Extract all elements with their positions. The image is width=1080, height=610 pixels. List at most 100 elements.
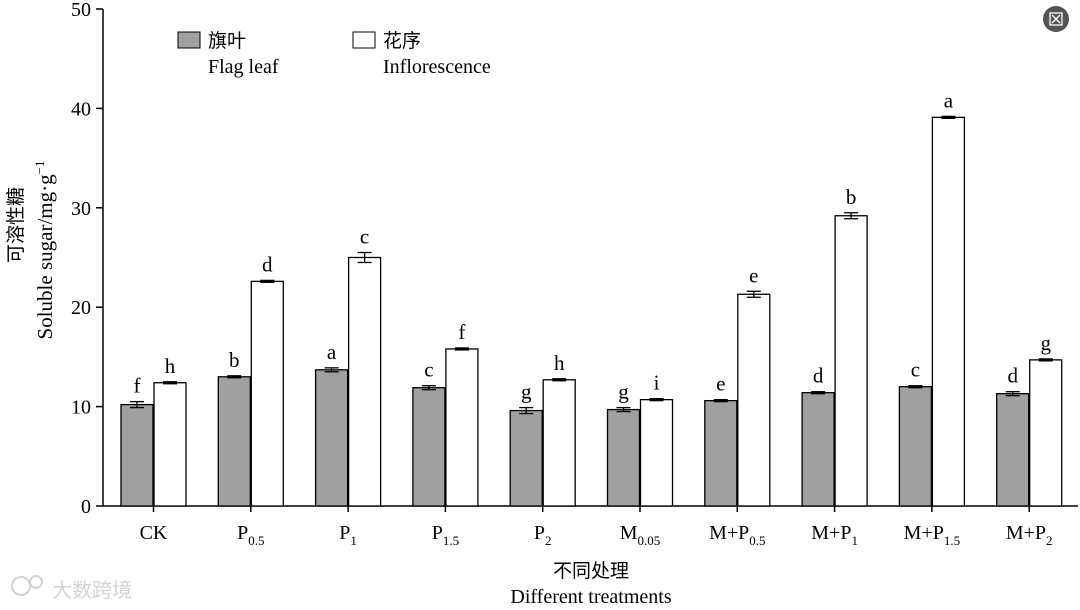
y-tick-label: 0 xyxy=(81,496,91,518)
x-tick-label: M+P1.5 xyxy=(904,522,960,548)
legend-swatch-flag-leaf xyxy=(177,31,201,49)
significance-label: e xyxy=(716,372,725,396)
legend-label-inflorescence-zh: 花序 xyxy=(383,30,421,52)
x-ticks: CK P0.5 P1 P1.5 P2 M0.05 M+P0.5 M+P1 M+P1.5 M+P2 xyxy=(140,506,1053,548)
x-tick-label-subscript: 1 xyxy=(851,533,858,548)
bar xyxy=(801,392,835,507)
bar xyxy=(704,399,738,507)
significance-label: d xyxy=(262,252,273,276)
significance-label: f xyxy=(134,374,141,398)
x-tick-label-base: M+P xyxy=(1006,522,1046,544)
y-axis-label-zh: 可溶性糖 xyxy=(5,187,27,263)
x-tick-label-subscript: 2 xyxy=(545,533,552,548)
x-tick-label: P0.5 xyxy=(237,522,264,548)
y-ticks: 0 10 20 30 40 50 xyxy=(71,0,103,518)
watermark-logo-icon xyxy=(11,576,31,596)
y-tick-label: 20 xyxy=(71,297,91,319)
legend: 旗叶 Flag leaf 花序 Inflorescence xyxy=(177,30,491,78)
significance-label: h xyxy=(165,354,176,378)
significance-label: f xyxy=(458,320,465,344)
x-tick-label-subscript: 1.5 xyxy=(443,533,459,548)
x-axis-label-en: Different treatments xyxy=(510,586,671,608)
bar xyxy=(931,116,966,507)
y-axis-label-en-superscript: −1 xyxy=(32,161,47,175)
legend-label-flag-leaf-en: Flag leaf xyxy=(208,56,279,78)
bar xyxy=(737,293,771,507)
significance-label: i xyxy=(654,371,660,395)
x-tick-label-base: M+P xyxy=(904,522,944,544)
watermark: 大数跨境 xyxy=(11,575,132,602)
x-tick-label-subscript: 1 xyxy=(350,533,357,548)
x-tick-label-base: P xyxy=(432,522,443,544)
x-tick-label: CK xyxy=(140,522,168,544)
significance-label: a xyxy=(327,340,337,364)
x-tick-label-base: CK xyxy=(140,522,168,544)
x-tick-label-subscript: 2 xyxy=(1046,533,1053,548)
significance-label: a xyxy=(944,88,954,112)
x-tick-label-base: P xyxy=(534,522,545,544)
x-tick-label: P1 xyxy=(339,522,357,548)
significance-label: g xyxy=(618,380,629,404)
bar xyxy=(639,398,674,507)
y-axis-label-en-text: Soluble sugar/mg·g xyxy=(33,174,57,340)
watermark-text: 大数跨境 xyxy=(52,578,132,602)
bar xyxy=(445,348,479,507)
significance-label: c xyxy=(911,358,920,382)
y-tick-label: 30 xyxy=(71,198,91,220)
x-tick-label: M+P2 xyxy=(1006,522,1053,548)
close-button[interactable] xyxy=(1043,6,1069,32)
y-axis-label-en: Soluble sugar/mg·g−1 xyxy=(32,161,57,340)
bar xyxy=(542,379,576,507)
x-tick-label: M+P1 xyxy=(811,522,858,548)
bar xyxy=(314,369,349,507)
significance-label: d xyxy=(1007,364,1018,388)
x-tick-label-subscript: 0.5 xyxy=(248,533,264,548)
significance-label: b xyxy=(229,348,240,372)
x-tick-label: M+P0.5 xyxy=(709,522,765,548)
bar xyxy=(1029,359,1063,507)
x-tick-label-base: M xyxy=(620,522,638,544)
bar xyxy=(217,376,251,507)
close-icon-stroke-b[interactable] xyxy=(1051,14,1061,24)
bar xyxy=(347,256,382,507)
bar xyxy=(996,393,1030,507)
x-tick-label-base: P xyxy=(237,522,248,544)
x-tick-label: P2 xyxy=(534,522,552,548)
y-tick-label: 50 xyxy=(71,0,91,21)
x-tick-label-subscript: 0.05 xyxy=(638,533,661,548)
x-tick-label-subscript: 0.5 xyxy=(749,533,765,548)
legend-label-flag-leaf-zh: 旗叶 xyxy=(208,30,246,52)
bar xyxy=(120,403,154,507)
legend-label-inflorescence-en: Inflorescence xyxy=(383,56,491,78)
x-tick-label-base: M+P xyxy=(811,522,851,544)
significance-label: g xyxy=(521,380,532,404)
significance-label: b xyxy=(846,185,857,209)
x-tick-label: P1.5 xyxy=(432,522,459,548)
watermark-logo-dot-icon xyxy=(29,575,43,589)
x-tick-label-base: M+P xyxy=(709,522,749,544)
significance-label: d xyxy=(813,364,824,388)
significance-label: e xyxy=(749,263,758,287)
x-tick-label-base: P xyxy=(339,522,350,544)
x-tick-label: M0.05 xyxy=(620,522,661,548)
y-tick-label: 40 xyxy=(71,98,91,120)
significance-label: g xyxy=(1040,331,1051,355)
bar xyxy=(153,382,187,507)
bar xyxy=(250,280,284,507)
bar xyxy=(412,387,446,507)
bar xyxy=(898,386,933,507)
x-tick-label-subscript: 1.5 xyxy=(944,533,960,548)
significance-label: h xyxy=(554,351,565,375)
x-axis-label-zh: 不同处理 xyxy=(553,560,629,582)
significance-label: c xyxy=(360,225,369,249)
bar xyxy=(606,408,641,507)
bar xyxy=(509,409,543,507)
y-tick-label: 10 xyxy=(71,397,91,419)
legend-swatch-inflorescence xyxy=(352,31,376,49)
bar xyxy=(834,215,868,507)
significance-label: c xyxy=(424,358,433,382)
close-icon[interactable] xyxy=(1049,12,1063,26)
